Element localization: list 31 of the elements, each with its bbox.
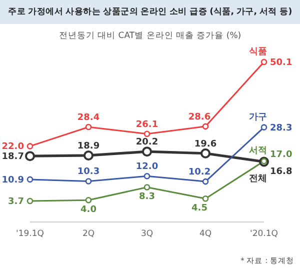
data-label: 50.1 [270,58,292,68]
x-tick-label: '20.1Q [250,229,278,240]
data-label: 17.0 [270,150,292,160]
data-label: 16.8 [270,166,292,177]
data-label: 10.9 [2,175,24,186]
x-tick-label: 3Q [140,229,154,240]
chart-title: 주로 가정에서 사용하는 상품군의 온라인 소비 급증 (식품, 가구, 서적 등) [0,0,300,24]
data-label: 19.6 [194,139,217,150]
data-label: 4.0 [80,205,96,216]
data-label: 18.9 [77,141,100,152]
series-label: 식품 [249,46,267,57]
data-label: 3.7 [8,197,24,208]
data-label: 22.0 [2,142,24,152]
series-label: 가구 [249,112,267,122]
chart-subtitle: 전년동기 대비 CAT별 온라인 매출 증가율 (%) [58,30,242,42]
series-label: 서적 [249,146,267,156]
data-label: 10.2 [188,168,211,178]
data-label: 8.3 [139,192,155,202]
data-label: 4.5 [192,204,208,214]
data-label: 18.7 [2,152,24,162]
data-label: 28.4 [77,113,100,124]
x-tick-label: '19.1Q [16,229,44,240]
data-label: 26.1 [136,120,158,130]
data-label: 28.6 [188,112,211,122]
data-label: 10.3 [77,167,100,178]
data-label: 12.0 [136,162,158,172]
x-tick-label: 4Q [199,229,212,240]
x-tick-label: 2Q [82,229,95,240]
data-label: 28.3 [270,123,292,134]
data-label: 20.2 [136,138,158,148]
series-label: 전체 [249,174,267,184]
